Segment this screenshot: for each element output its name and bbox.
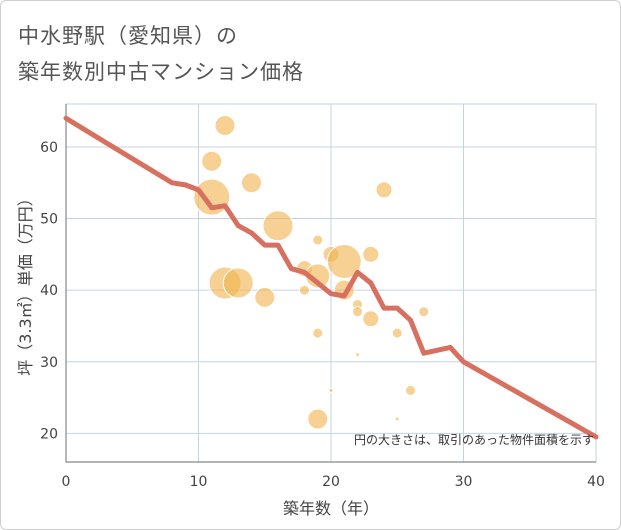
y-axis-label: 坪（3.3㎡）単価（万円） xyxy=(16,190,35,375)
x-tick-label: 0 xyxy=(62,474,71,490)
data-bubble xyxy=(312,234,324,246)
trend-line xyxy=(63,115,599,440)
data-bubble xyxy=(394,416,400,422)
data-bubble xyxy=(328,387,334,393)
data-bubble xyxy=(241,172,262,194)
data-bubble xyxy=(262,210,294,242)
data-bubble xyxy=(375,181,393,199)
x-axis-label: 築年数（年） xyxy=(283,499,379,518)
y-tick-label: 60 xyxy=(40,140,58,156)
x-tick-label: 10 xyxy=(190,474,208,490)
data-bubble xyxy=(201,150,223,172)
grid-layer xyxy=(65,103,597,463)
data-bubble xyxy=(352,306,363,318)
data-bubble xyxy=(214,114,236,136)
tick-layer: 0 10 20 30 40 20 30 40 50 60 xyxy=(40,140,605,490)
y-tick-label: 40 xyxy=(40,283,58,299)
y-tick-label: 50 xyxy=(40,212,58,228)
x-tick-label: 20 xyxy=(322,474,340,490)
x-tick-label: 40 xyxy=(587,474,605,490)
chart-title-line2: 築年数別中古マンション価格 xyxy=(18,60,304,84)
trend-layer xyxy=(63,115,599,440)
data-bubble xyxy=(307,408,329,430)
data-bubble xyxy=(391,327,403,339)
data-bubble xyxy=(355,352,360,358)
data-bubble xyxy=(418,306,430,318)
data-bubble xyxy=(326,244,362,280)
x-tick-label: 30 xyxy=(455,474,473,490)
y-tick-label: 20 xyxy=(40,426,58,442)
y-tick-label: 30 xyxy=(40,355,58,371)
chart-title-line1: 中水野駅（愛知県）の xyxy=(18,24,238,48)
data-bubble xyxy=(254,286,276,308)
data-bubble xyxy=(362,310,380,328)
data-bubble xyxy=(362,245,380,263)
data-bubble xyxy=(299,284,310,296)
data-bubble xyxy=(312,327,324,339)
data-bubble xyxy=(405,384,416,396)
size-annotation: 円の大きさは、取引のあった物件面積を示す xyxy=(354,432,594,447)
bubble-layer xyxy=(193,114,430,430)
data-bubble xyxy=(222,267,254,299)
